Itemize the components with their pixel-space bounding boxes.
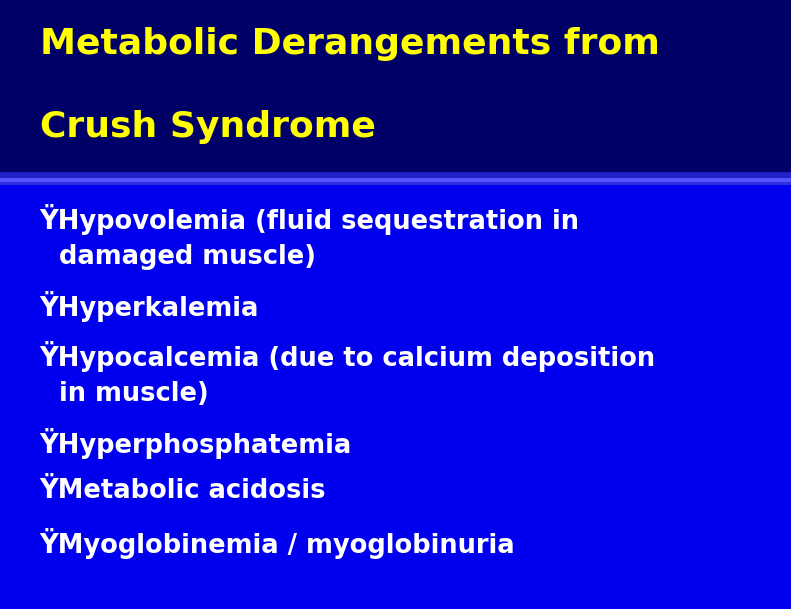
Text: Crush Syndrome: Crush Syndrome xyxy=(40,110,376,144)
Text: ŸHypovolemia (fluid sequestration in: ŸHypovolemia (fluid sequestration in xyxy=(40,204,580,235)
Text: damaged muscle): damaged muscle) xyxy=(59,244,316,270)
Text: ŸMyoglobinemia / myoglobinuria: ŸMyoglobinemia / myoglobinuria xyxy=(40,528,515,559)
Text: in muscle): in muscle) xyxy=(59,381,209,407)
Bar xyxy=(0,0,791,180)
Text: ŸMetabolic acidosis: ŸMetabolic acidosis xyxy=(40,478,326,504)
Text: ŸHyperkalemia: ŸHyperkalemia xyxy=(40,291,259,322)
Text: Metabolic Derangements from: Metabolic Derangements from xyxy=(40,27,660,62)
Text: ŸHyperphosphatemia: ŸHyperphosphatemia xyxy=(40,428,352,459)
Text: ŸHypocalcemia (due to calcium deposition: ŸHypocalcemia (due to calcium deposition xyxy=(40,341,656,372)
